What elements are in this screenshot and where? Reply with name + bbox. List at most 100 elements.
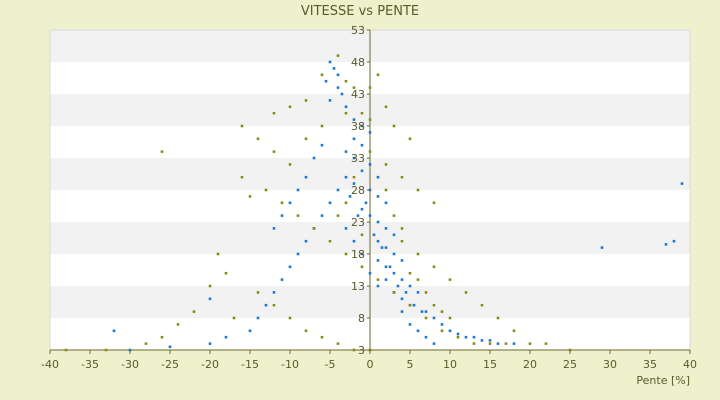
- data-point: [400, 310, 404, 313]
- data-point: [392, 233, 396, 237]
- data-point: [672, 239, 676, 243]
- data-point: [408, 303, 412, 307]
- data-point: [400, 259, 404, 262]
- data-point: [368, 131, 372, 134]
- data-point: [448, 278, 452, 281]
- data-point: [256, 316, 260, 320]
- data-point: [272, 227, 276, 230]
- y-tick-label: 53: [351, 24, 365, 37]
- data-point: [320, 214, 324, 217]
- data-point: [408, 323, 412, 326]
- data-point: [456, 332, 460, 336]
- data-point: [376, 73, 380, 77]
- data-point: [432, 201, 436, 205]
- x-tick-label: 35: [643, 358, 657, 371]
- data-point: [320, 335, 324, 339]
- data-point: [352, 137, 356, 141]
- y-tick-label: 13: [351, 280, 365, 293]
- data-point: [504, 342, 508, 345]
- data-point: [272, 150, 276, 153]
- x-tick-label: -35: [81, 358, 99, 371]
- data-point: [420, 310, 424, 313]
- data-point: [348, 195, 352, 198]
- data-point: [680, 182, 684, 185]
- x-tick-label: 15: [483, 358, 497, 371]
- y-tick-label: 43: [351, 88, 365, 101]
- data-point: [304, 239, 308, 243]
- data-point: [104, 348, 108, 352]
- data-point: [368, 118, 372, 121]
- data-point: [380, 246, 384, 249]
- data-point: [352, 182, 356, 185]
- data-point: [404, 291, 408, 294]
- data-point: [352, 348, 356, 352]
- data-point: [416, 188, 420, 192]
- data-point: [264, 303, 268, 307]
- data-point: [392, 252, 396, 256]
- data-point: [376, 284, 380, 288]
- data-point: [400, 297, 404, 301]
- data-point: [144, 342, 148, 345]
- data-point: [384, 188, 388, 192]
- data-point: [376, 195, 380, 198]
- data-point: [528, 342, 532, 345]
- data-point: [416, 278, 420, 281]
- data-point: [544, 342, 548, 345]
- data-point: [400, 227, 404, 230]
- data-point: [364, 201, 368, 205]
- data-point: [336, 214, 340, 217]
- x-tick-label: -15: [241, 358, 259, 371]
- data-point: [384, 278, 388, 281]
- data-point: [352, 86, 356, 89]
- data-point: [368, 214, 372, 217]
- data-point: [664, 243, 668, 246]
- data-point: [344, 201, 348, 205]
- data-point: [288, 316, 292, 320]
- data-point: [336, 188, 340, 192]
- data-point: [296, 214, 300, 217]
- data-point: [352, 118, 356, 121]
- data-point: [448, 329, 452, 333]
- data-point: [168, 345, 172, 349]
- data-point: [600, 246, 604, 249]
- data-point: [368, 86, 372, 89]
- data-point: [304, 175, 308, 179]
- data-point: [384, 265, 388, 269]
- data-point: [372, 233, 376, 237]
- data-point: [176, 323, 180, 326]
- data-point: [376, 259, 380, 262]
- data-point: [488, 339, 492, 342]
- data-point: [304, 99, 308, 102]
- data-point: [256, 291, 260, 294]
- x-tick-label: -10: [281, 358, 299, 371]
- data-point: [472, 342, 476, 345]
- data-point: [332, 67, 336, 70]
- data-point: [208, 342, 212, 345]
- data-point: [424, 291, 428, 294]
- data-point: [416, 252, 420, 256]
- data-point: [424, 316, 428, 320]
- data-point: [376, 175, 380, 179]
- data-point: [328, 99, 332, 102]
- data-point: [512, 329, 516, 333]
- data-point: [488, 342, 492, 345]
- data-point: [296, 188, 300, 192]
- data-point: [496, 316, 500, 320]
- data-point: [456, 335, 460, 339]
- data-point: [400, 175, 404, 179]
- data-point: [208, 284, 212, 288]
- data-point: [432, 316, 436, 320]
- data-point: [328, 60, 332, 64]
- data-point: [328, 201, 332, 205]
- data-point: [344, 111, 348, 115]
- data-point: [392, 124, 396, 128]
- data-point: [216, 252, 220, 256]
- data-point: [368, 163, 372, 166]
- data-point: [272, 303, 276, 307]
- x-tick-label: -5: [325, 358, 336, 371]
- data-point: [432, 303, 436, 307]
- data-point: [344, 105, 348, 109]
- data-point: [208, 297, 212, 301]
- data-point: [64, 348, 68, 352]
